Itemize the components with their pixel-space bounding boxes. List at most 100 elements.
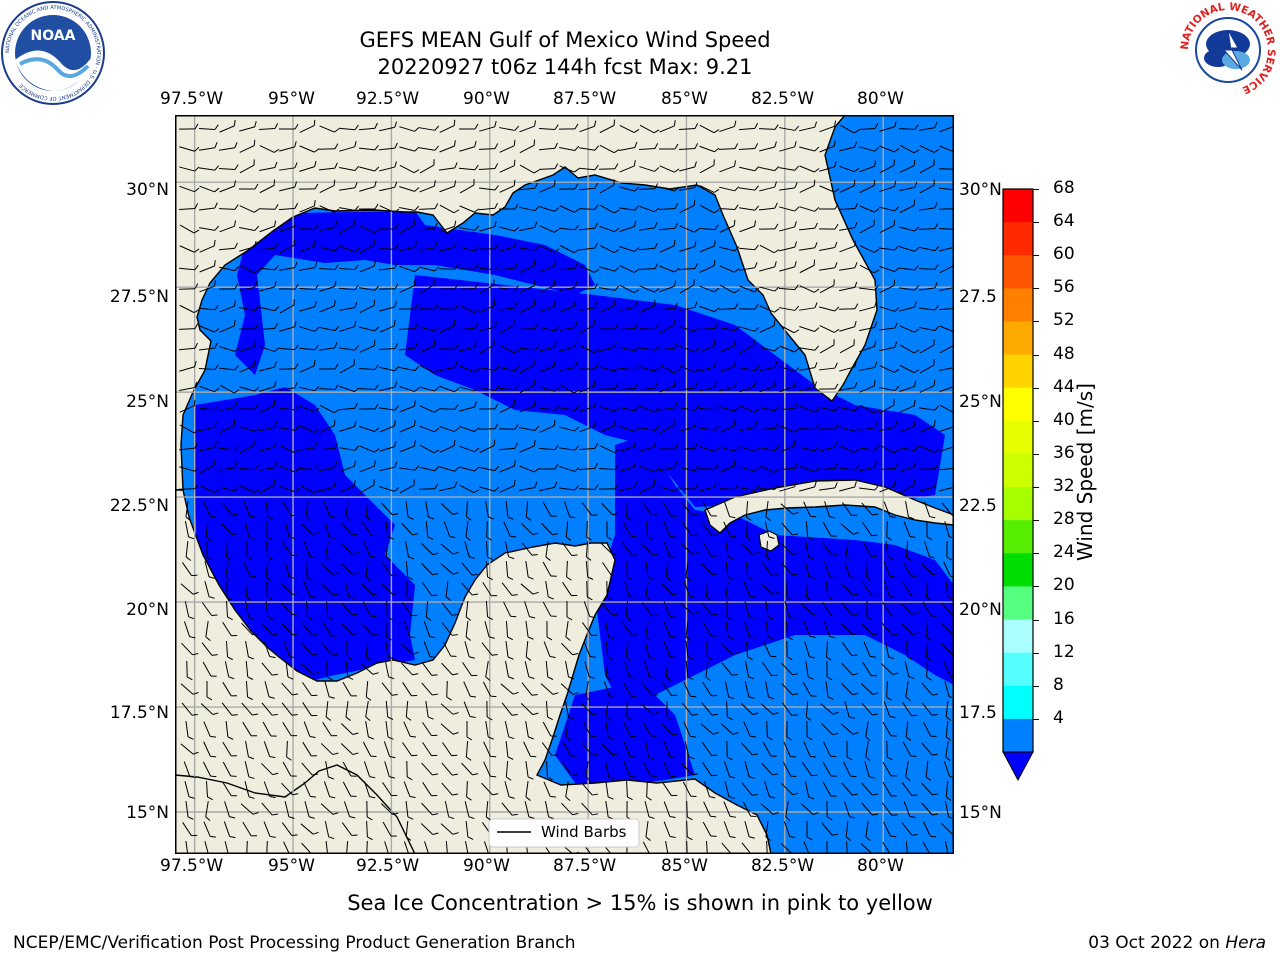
wind-barb <box>626 500 632 521</box>
wind-barb <box>318 264 339 270</box>
wind-barb <box>859 264 880 274</box>
wind-barb <box>780 543 799 555</box>
wind-barb <box>784 601 795 619</box>
wind-barb <box>422 782 438 797</box>
wind-barb <box>258 264 279 271</box>
wind-barb <box>578 363 599 370</box>
wind-barb <box>459 205 480 213</box>
wind-barb <box>224 841 230 854</box>
wind-barb <box>439 466 460 472</box>
wind-barb <box>420 823 439 836</box>
wind-barb <box>439 241 457 252</box>
wind-barb <box>384 661 395 680</box>
wind-barb <box>604 621 615 640</box>
colorbar-tick-label: 36 <box>1053 442 1075 463</box>
wind-barb <box>899 285 919 291</box>
wind-barb <box>779 261 797 272</box>
wind-barb <box>441 782 459 796</box>
wind-barb <box>359 299 376 314</box>
wind-barb <box>441 762 458 776</box>
wind-barb <box>179 424 200 434</box>
wind-barb <box>519 139 536 154</box>
wind-barb <box>558 183 579 190</box>
wind-barb <box>666 700 673 721</box>
wind-barb <box>501 582 518 596</box>
wind-barb <box>319 419 336 433</box>
wind-barb <box>466 720 473 741</box>
wind-barb <box>458 264 479 270</box>
colorbar-tick-mark <box>1033 487 1039 489</box>
wind-barb <box>846 740 853 761</box>
wind-barb <box>399 205 420 211</box>
wind-barb <box>446 680 452 701</box>
wind-barb <box>882 602 898 617</box>
wind-barb <box>919 202 938 211</box>
wind-barb <box>560 683 579 695</box>
wind-barb <box>641 502 658 516</box>
wind-barb <box>639 366 660 372</box>
wind-barb <box>619 265 640 273</box>
wind-barb <box>286 740 292 761</box>
wind-barb <box>646 780 652 801</box>
wind-barb <box>178 442 198 451</box>
wind-barb <box>199 325 220 333</box>
wind-barb <box>482 681 497 698</box>
wind-barb <box>218 164 239 170</box>
wind-barb <box>639 405 660 413</box>
wind-barb <box>739 205 760 211</box>
wind-barb <box>199 441 217 452</box>
wind-barb <box>219 346 240 352</box>
wind-barb <box>398 303 419 310</box>
wind-barb <box>299 200 316 213</box>
wind-barb <box>719 326 740 332</box>
wind-barb <box>339 345 359 351</box>
wind-barb <box>719 340 736 353</box>
wind-barb <box>486 520 492 541</box>
wind-barb <box>845 820 852 841</box>
wind-barb <box>578 484 599 490</box>
wind-barb <box>218 283 239 290</box>
wind-barb <box>558 224 579 231</box>
wind-barb <box>419 145 440 151</box>
wind-barb <box>525 761 534 780</box>
wind-barb <box>540 683 559 695</box>
wind-barb <box>524 801 535 820</box>
wind-barb <box>181 702 198 716</box>
wind-barb <box>799 326 820 332</box>
wind-barb <box>384 841 390 854</box>
wind-barb <box>186 660 193 681</box>
wind-barb <box>419 266 440 272</box>
lon-ticks-bottom: 97.5°W 95°W 92.5°W 90°W 87.5°W 85°W 82.5… <box>0 856 1280 878</box>
wind-barb <box>278 123 299 130</box>
wind-barb <box>524 601 536 619</box>
wind-barb <box>945 700 952 721</box>
wind-barb <box>259 179 276 194</box>
wind-barb <box>340 743 359 755</box>
wind-barb <box>859 422 878 431</box>
wind-barb <box>839 339 855 354</box>
wind-barb <box>179 304 200 314</box>
wind-barb <box>586 580 593 601</box>
wind-barb <box>719 186 740 192</box>
wind-barb <box>862 522 878 537</box>
wind-barb <box>766 540 772 561</box>
wind-barb <box>699 145 720 153</box>
colorbar-tick-mark <box>1033 222 1039 224</box>
wind-barb <box>541 522 559 536</box>
wind-barb <box>599 406 620 412</box>
wind-barb <box>638 324 659 330</box>
wind-barb <box>763 641 777 658</box>
wind-barb <box>805 520 814 540</box>
wind-barb <box>598 464 619 471</box>
wind-barb <box>183 761 196 779</box>
wind-barb <box>826 660 833 681</box>
wind-barb <box>699 481 717 492</box>
wind-barb <box>403 721 417 738</box>
wind-barb <box>245 741 255 760</box>
wind-barb <box>238 323 259 330</box>
wind-barb <box>225 720 234 740</box>
wind-barb <box>939 120 954 133</box>
wind-barb <box>626 560 633 581</box>
wind-barb <box>180 683 199 695</box>
wind-barb <box>465 620 472 641</box>
